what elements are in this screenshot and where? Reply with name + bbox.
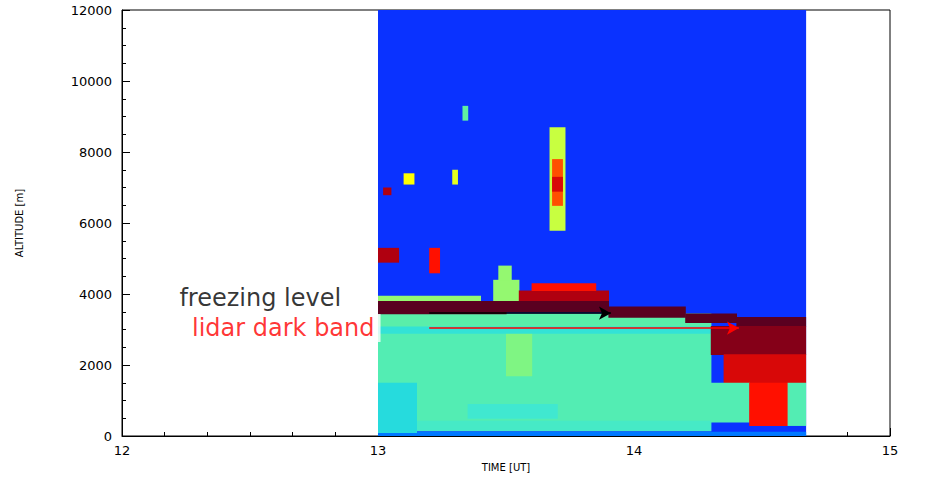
svg-text:13: 13 — [370, 443, 387, 458]
svg-text:15: 15 — [882, 443, 899, 458]
svg-text:12000: 12000 — [71, 3, 112, 18]
svg-text:10000: 10000 — [71, 74, 112, 89]
svg-text:lidar dark band: lidar dark band — [192, 314, 375, 342]
svg-text:TIME [UT]: TIME [UT] — [481, 462, 531, 473]
svg-text:4000: 4000 — [79, 287, 112, 302]
svg-text:ALTITUDE [m]: ALTITUDE [m] — [14, 189, 25, 257]
svg-text:0: 0 — [104, 429, 112, 444]
svg-text:14: 14 — [626, 443, 643, 458]
svg-text:6000: 6000 — [79, 216, 112, 231]
svg-text:freezing level: freezing level — [179, 284, 341, 312]
svg-text:8000: 8000 — [79, 145, 112, 160]
svg-text:2000: 2000 — [79, 358, 112, 373]
svg-text:12: 12 — [114, 443, 131, 458]
